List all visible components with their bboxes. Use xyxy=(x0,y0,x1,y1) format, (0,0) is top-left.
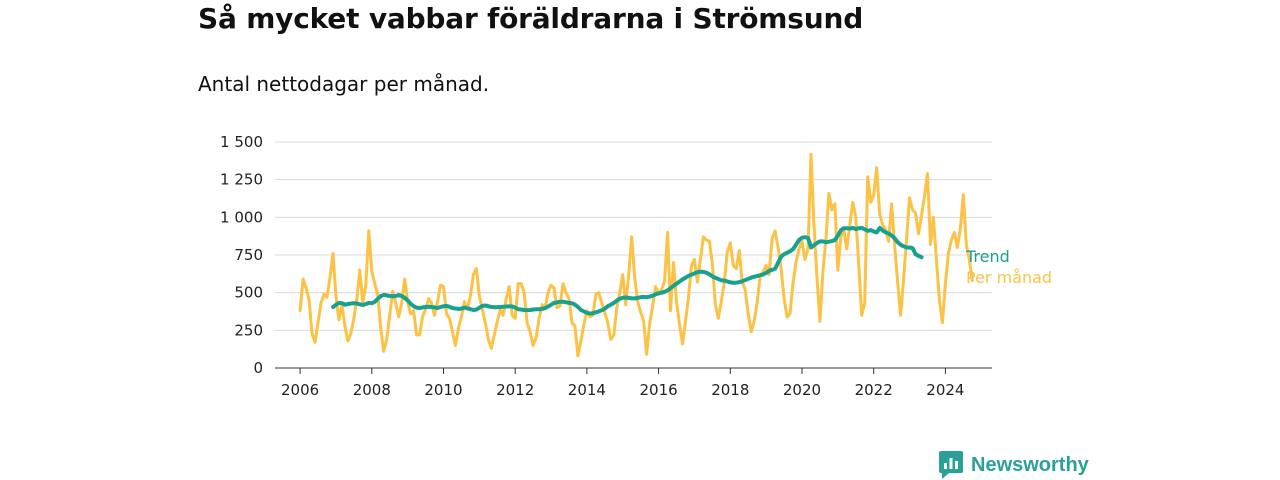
series-end-labels: Trend Per månad xyxy=(965,247,1052,287)
chart-subtitle: Antal nettodagar per månad. xyxy=(198,72,490,96)
x-tick-label: 2022 xyxy=(855,381,893,399)
y-tick-label: 1 000 xyxy=(220,208,263,226)
x-tick-label: 2010 xyxy=(424,381,462,399)
series-lines xyxy=(298,152,974,358)
y-axis-ticks: 0 250 500 750 1 000 1 250 1 500 xyxy=(220,133,263,377)
y-tick-label: 1 500 xyxy=(220,133,263,151)
y-tick-label: 1 250 xyxy=(220,171,263,189)
series-line-trend xyxy=(331,225,924,316)
series-line-per-manad xyxy=(298,152,974,358)
y-tick-label: 500 xyxy=(234,284,263,302)
newsworthy-logo-icon xyxy=(939,451,963,479)
x-tick-label: 2024 xyxy=(926,381,964,399)
x-tick-label: 2006 xyxy=(281,381,319,399)
chart-title: Så mycket vabbar föräldrarna i Strömsund xyxy=(198,2,864,35)
y-tick-label: 250 xyxy=(234,321,263,339)
x-tick-label: 2020 xyxy=(783,381,821,399)
x-tick-label: 2008 xyxy=(353,381,391,399)
series-label-per-manad: Per månad xyxy=(966,268,1052,287)
y-tick-label: 0 xyxy=(253,359,263,377)
x-tick-label: 2018 xyxy=(711,381,749,399)
x-tick-label: 2016 xyxy=(640,381,678,399)
x-axis-ticks: 2006 2008 2010 2012 2014 2016 2018 2020 2022 2024 xyxy=(281,368,964,399)
x-tick-label: 2012 xyxy=(496,381,534,399)
series-label-trend: Trend xyxy=(965,247,1010,266)
x-tick-label: 2014 xyxy=(568,381,606,399)
newsworthy-logo[interactable]: Newsworthy xyxy=(939,451,1089,479)
y-tick-label: 750 xyxy=(234,246,263,264)
newsworthy-logo-text: Newsworthy xyxy=(971,453,1089,476)
gridlines xyxy=(275,141,992,369)
